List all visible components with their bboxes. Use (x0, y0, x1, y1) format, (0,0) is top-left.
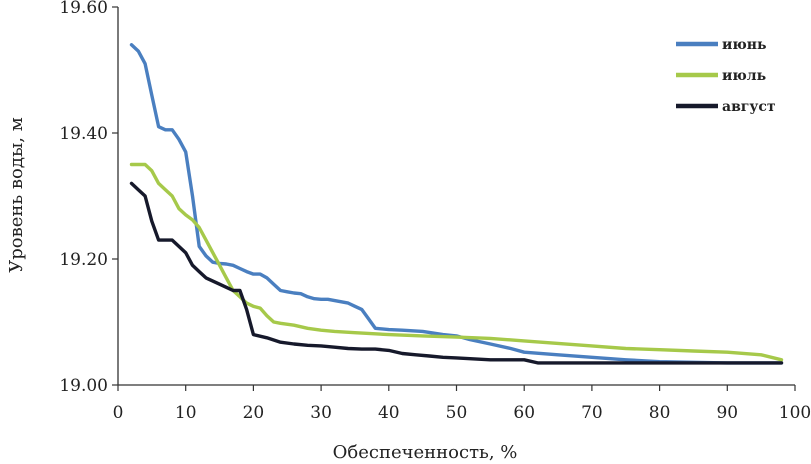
x-axis-title: Обеспеченность, % (333, 442, 518, 463)
x-tick-label: 90 (716, 403, 738, 423)
x-tick-label: 10 (175, 403, 197, 423)
series-line-август (129, 181, 784, 365)
x-tick-label: 40 (378, 403, 400, 423)
y-tick-label: 19.20 (59, 250, 108, 270)
legend-label-июнь: июнь (722, 37, 767, 53)
x-tick-label: 30 (310, 403, 332, 423)
y-tick-label: 19.00 (59, 376, 108, 396)
x-tick-label: 60 (513, 403, 535, 423)
x-tick-label: 80 (649, 403, 671, 423)
x-tick-label: 0 (113, 403, 124, 423)
x-tick-label: 100 (779, 403, 811, 423)
x-tick-label: 20 (243, 403, 265, 423)
legend-label-август: август (722, 99, 776, 115)
legend-label-июль: июль (722, 68, 766, 84)
legend: июнь июль август (676, 37, 776, 115)
x-tick-label: 70 (581, 403, 603, 423)
y-tick-label: 19.40 (59, 124, 108, 144)
y-tick-label: 19.60 (59, 0, 108, 18)
y-axis-title: Уровень воды, м (6, 117, 27, 273)
x-tick-label: 50 (446, 403, 468, 423)
plot-area: 0 10 20 30 40 50 60 70 80 90 100 19.00 19.20 19.40 19.… (59, 0, 811, 423)
series-line-июнь (129, 43, 784, 365)
series-line-июль (129, 162, 784, 362)
